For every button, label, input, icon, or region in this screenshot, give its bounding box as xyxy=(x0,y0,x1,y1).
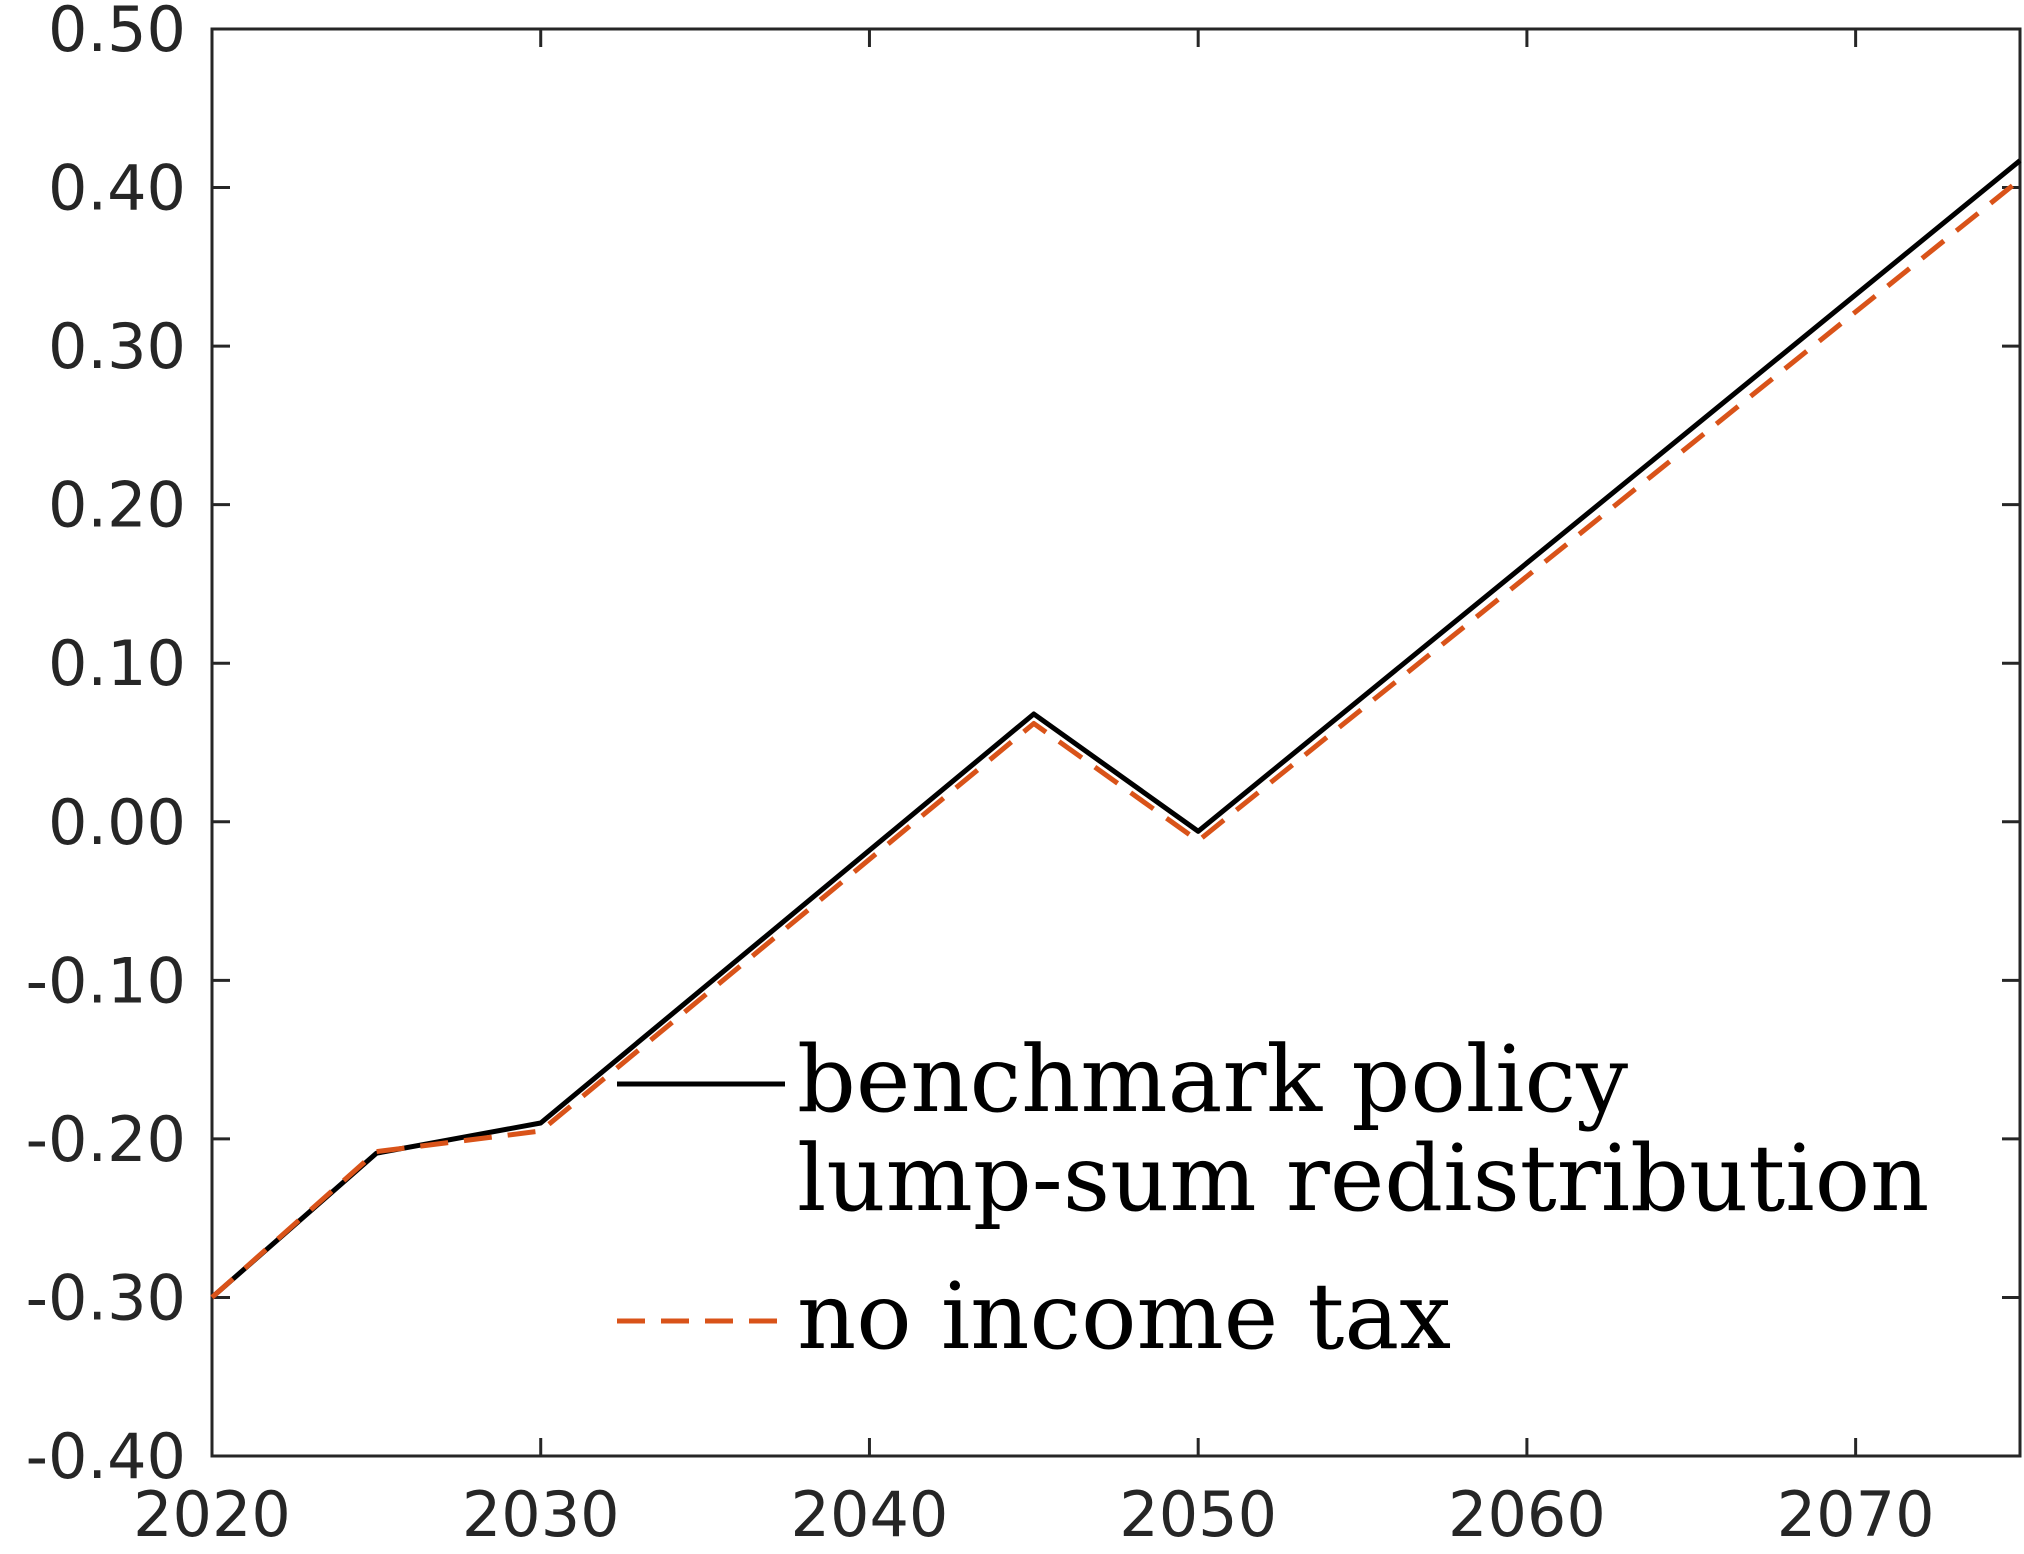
y-tick-label: -0.10 xyxy=(26,944,186,1017)
y-tick-label: -0.20 xyxy=(26,1103,186,1176)
y-tick-label: 0.30 xyxy=(48,310,186,383)
legend-label: no income tax xyxy=(797,1263,1451,1370)
y-tick-label: 0.00 xyxy=(48,786,186,859)
y-tick-label: -0.30 xyxy=(26,1261,186,1334)
series-layer xyxy=(210,158,2022,1300)
y-tick-label: 0.50 xyxy=(48,0,186,66)
x-tick-label: 2070 xyxy=(1777,1478,1935,1551)
y-tick-label: 0.10 xyxy=(48,627,186,700)
x-tick-label: 2040 xyxy=(791,1478,949,1551)
series-line-no-income-tax xyxy=(210,177,2022,1300)
x-tick-label: 2030 xyxy=(462,1478,620,1551)
x-tick-label: 2060 xyxy=(1448,1478,1606,1551)
legend-label: benchmark policy xyxy=(797,1026,1628,1133)
x-tick-label: 2050 xyxy=(1119,1478,1277,1551)
plot-frame xyxy=(210,27,2022,1458)
plot-area xyxy=(210,27,2022,1458)
y-tick-label: -0.40 xyxy=(26,1420,186,1493)
y-tick-label: 0.20 xyxy=(48,469,186,542)
y-axis: -0.40 -0.30 -0.20 -0.10 0.00 0.10 0.20 0.30 0.40… xyxy=(26,0,2020,1493)
x-axis: 2020 2030 2040 2050 2060 2070 xyxy=(133,29,1935,1551)
y-tick-label: 0.40 xyxy=(48,152,186,225)
x-tick-label: 2020 xyxy=(133,1478,291,1551)
legend-label: lump-sum redistribution xyxy=(797,1125,1929,1232)
